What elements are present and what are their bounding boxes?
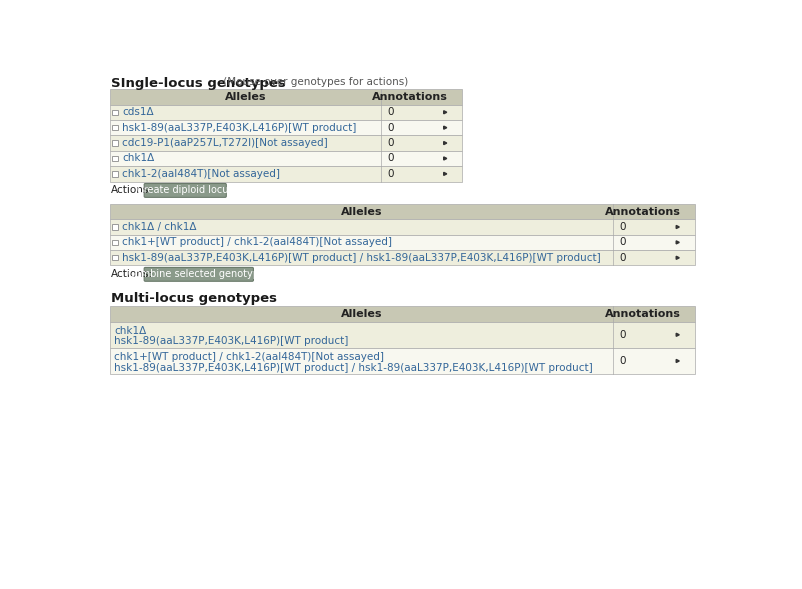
Text: cdc19-P1(aaP257L,T272I)[Not assayed]: cdc19-P1(aaP257L,T272I)[Not assayed] [122,138,327,148]
Bar [110,250,694,266]
Text: hsk1-89(aaL337P,E403K,L416P)[WT product] / hsk1-89(aaL337P,E403K,L416P)[WT produ: hsk1-89(aaL337P,E403K,L416P)[WT product]… [122,253,600,263]
FancyBboxPatch shape [144,184,226,197]
Text: Actions:: Actions: [111,185,153,195]
Text: chk1Δ: chk1Δ [122,154,154,164]
Text: 0: 0 [387,107,393,117]
Text: Annotations: Annotations [371,92,448,102]
Text: cds1Δ: cds1Δ [122,107,153,117]
Text: chk1+[WT product] / chk1-2(aaI484T)[Not assayed]: chk1+[WT product] / chk1-2(aaI484T)[Not … [122,237,391,247]
Text: 0: 0 [619,356,626,366]
Bar [110,306,694,322]
Bar [110,322,694,348]
Bar [110,151,462,166]
Text: Annotations: Annotations [604,207,679,217]
Text: Alleles: Alleles [340,207,382,217]
Text: 0: 0 [619,330,626,340]
Bar [110,89,462,105]
Bar [112,125,118,130]
Bar [110,348,694,374]
Text: hsk1-89(aaL337P,E403K,L416P)[WT product] / hsk1-89(aaL337P,E403K,L416P)[WT produ: hsk1-89(aaL337P,E403K,L416P)[WT product]… [114,362,593,372]
Text: 0: 0 [387,169,393,179]
Bar [112,110,118,115]
Text: chk1-2(aaI484T)[Not assayed]: chk1-2(aaI484T)[Not assayed] [122,169,280,179]
Bar [112,155,118,161]
FancyBboxPatch shape [144,267,253,282]
Text: Combine selected genotypes: Combine selected genotypes [128,269,269,279]
Bar [112,255,118,260]
Polygon shape [444,173,446,176]
Bar [112,240,118,245]
Polygon shape [675,241,678,244]
Bar [110,135,462,151]
Text: Multi-locus genotypes: Multi-locus genotypes [111,293,277,306]
Text: (Mouse over genotypes for actions): (Mouse over genotypes for actions) [220,77,407,87]
Polygon shape [675,226,678,229]
Bar [110,234,694,250]
Text: 0: 0 [387,138,393,148]
Text: hsk1-89(aaL337P,E403K,L416P)[WT product]: hsk1-89(aaL337P,E403K,L416P)[WT product] [122,123,356,133]
Text: Create diploid locus: Create diploid locus [137,186,233,196]
Bar [112,140,118,145]
Polygon shape [444,111,446,114]
Text: 0: 0 [619,253,626,263]
Text: SIngle-locus genotypes: SIngle-locus genotypes [111,77,286,90]
Text: 0: 0 [387,154,393,164]
Text: Annotations: Annotations [604,309,679,319]
Bar [110,219,694,234]
Text: Alleles: Alleles [340,309,382,319]
Bar [112,171,118,177]
Text: chk1Δ: chk1Δ [114,326,147,336]
Bar [110,105,462,120]
Text: chk1+[WT product] / chk1-2(aaI484T)[Not assayed]: chk1+[WT product] / chk1-2(aaI484T)[Not … [114,352,384,362]
Polygon shape [675,333,678,336]
Text: 0: 0 [619,222,626,232]
Polygon shape [444,126,446,129]
Bar [110,204,694,219]
Bar [110,120,462,135]
Text: 0: 0 [619,237,626,247]
Polygon shape [675,359,678,362]
Bar [110,166,462,181]
Text: chk1Δ / chk1Δ: chk1Δ / chk1Δ [122,222,196,232]
Text: Alleles: Alleles [225,92,265,102]
Bar [112,224,118,230]
Polygon shape [675,256,678,259]
Polygon shape [444,157,446,160]
Polygon shape [444,141,446,145]
Text: Actions:: Actions: [111,269,153,279]
Text: 0: 0 [387,123,393,133]
Text: hsk1-89(aaL337P,E403K,L416P)[WT product]: hsk1-89(aaL337P,E403K,L416P)[WT product] [114,336,348,346]
